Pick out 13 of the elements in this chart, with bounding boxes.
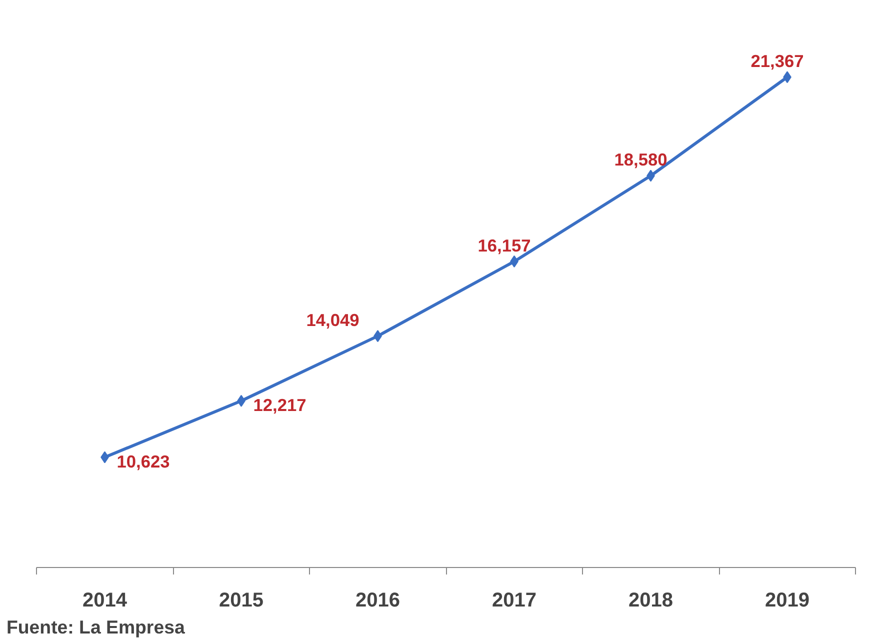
source-note: Fuente: La Empresa [6,616,186,638]
data-label: 10,623 [116,451,170,472]
x-tick-label: 2017 [492,590,537,612]
x-tick-label: 2018 [628,590,674,612]
data-label: 18,580 [614,150,668,170]
x-tick-label: 2016 [356,590,400,612]
x-tick-label: 2014 [82,590,128,612]
x-tick-label: 2015 [219,590,264,612]
x-tick-label: 2019 [765,590,810,612]
data-label: 14,049 [306,310,360,330]
data-label: 21,367 [750,51,804,72]
data-label: 16,157 [478,235,531,256]
data-label: 12,217 [253,394,306,415]
